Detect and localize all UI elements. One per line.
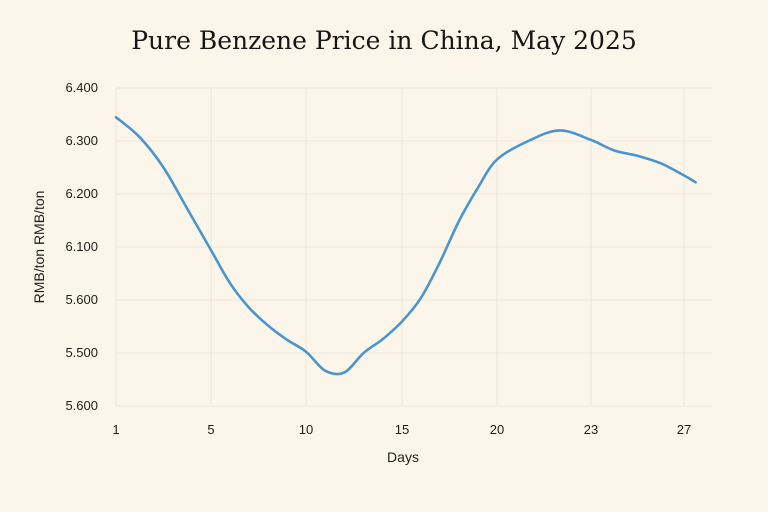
x-tick-label: 1 — [112, 422, 119, 437]
y-tick-label: 6.200 — [65, 186, 98, 201]
y-tick-label: 5.600 — [65, 292, 98, 307]
y-tick-label: 6.300 — [65, 133, 98, 148]
x-tick-label: 27 — [677, 422, 691, 437]
y-tick-label: 5.500 — [65, 345, 98, 360]
y-tick-label: 5.600 — [65, 398, 98, 413]
series-line — [114, 115, 697, 376]
y-tick-label: 6.400 — [65, 80, 98, 95]
x-tick-label: 15 — [395, 422, 409, 437]
x-tick-label: 20 — [490, 422, 504, 437]
x-tick-label: 23 — [584, 422, 598, 437]
x-tick-label: 10 — [299, 422, 313, 437]
grid — [115, 87, 712, 407]
y-axis-ticks: 6.400 6.300 6.200 6.100 5.600 5.500 5.600 — [65, 80, 98, 413]
x-axis-label: Days — [387, 449, 419, 465]
y-axis-label: RMB/ton RMB/ton — [31, 191, 47, 304]
x-axis-ticks: 1 5 10 15 20 23 27 — [112, 422, 691, 437]
chart-title: Pure Benzene Price in China, May 2025 — [131, 26, 637, 55]
x-tick-label: 5 — [207, 422, 214, 437]
y-tick-label: 6.100 — [65, 239, 98, 254]
